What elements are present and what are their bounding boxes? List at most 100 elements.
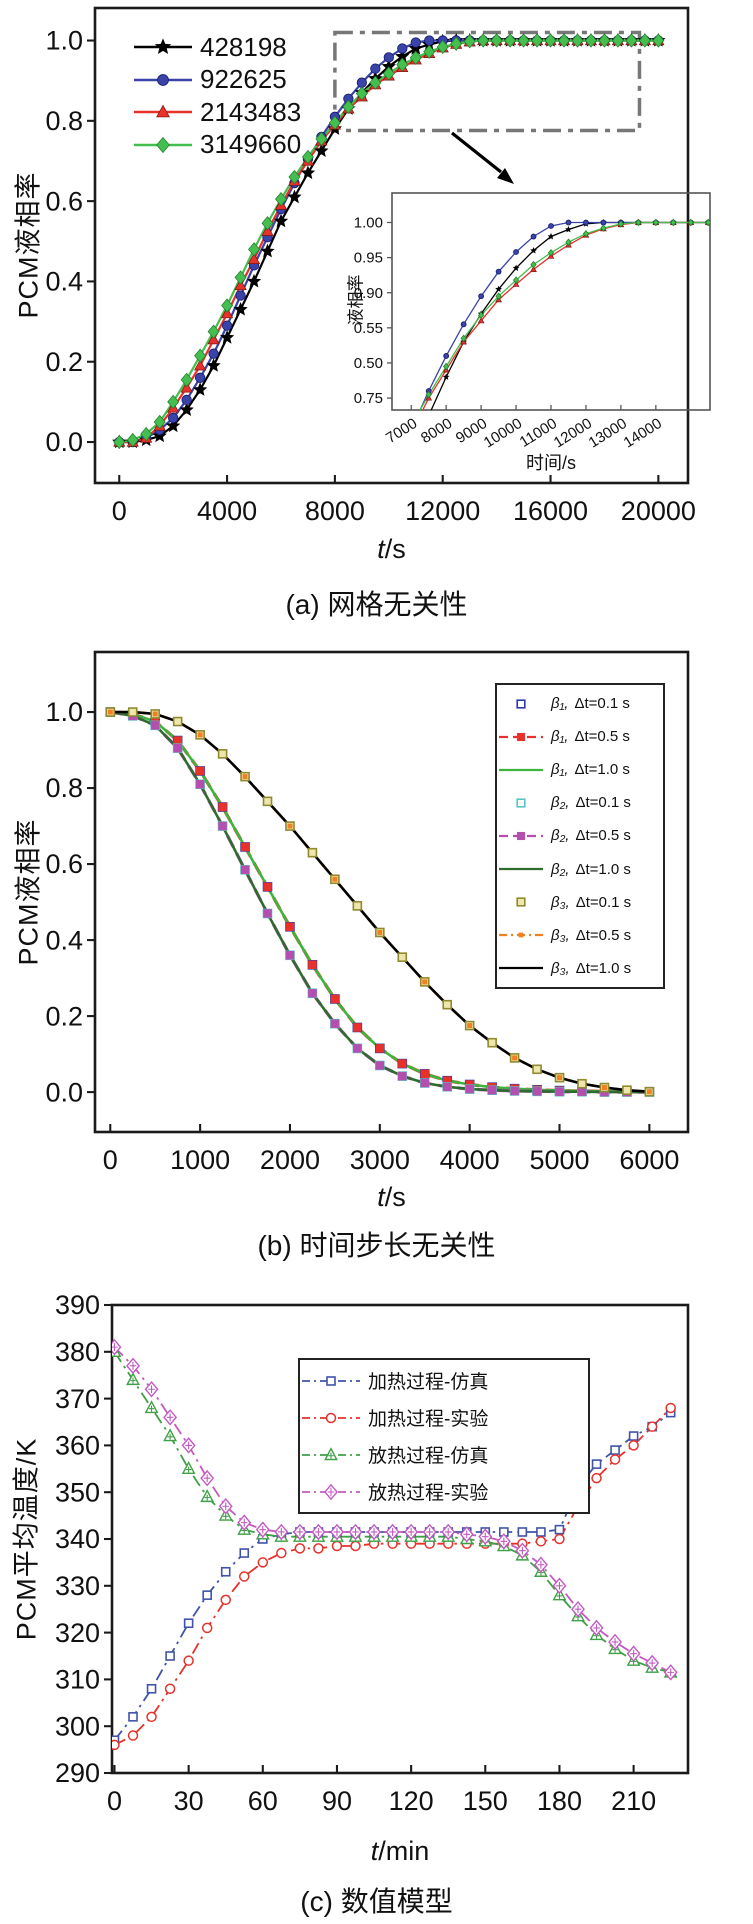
legend-label-dt: Δt=0.5 s <box>574 728 630 746</box>
svg-text:0.8: 0.8 <box>45 106 83 136</box>
legend-item: 922625 <box>132 64 301 95</box>
xlabel-chart-c: t/min <box>112 1836 688 1867</box>
svg-text:12000: 12000 <box>551 415 595 452</box>
series-markers-b <box>105 707 655 1097</box>
series-markers-a <box>112 33 666 450</box>
svg-text:60: 60 <box>248 1786 278 1816</box>
legend-item: β₂, Δt=0.5 s <box>497 825 663 847</box>
legend-label-dt: Δt=0.1 s <box>575 794 631 812</box>
legend-sample-tri_open_plus-icon <box>302 1446 360 1460</box>
series-markers-c <box>112 1338 678 1751</box>
svg-text:4000: 4000 <box>197 496 257 526</box>
axes-b: 0 1000 2000 3000 4000 5000 6000 0.0 0.2 0.4 0.6 0.8… <box>45 697 679 1175</box>
svg-text:0.0: 0.0 <box>45 427 83 457</box>
svg-text:310: 310 <box>55 1665 100 1695</box>
legend-label-dt: Δt=1.0 s <box>575 959 632 977</box>
svg-text:10000: 10000 <box>481 415 525 452</box>
svg-text:0.4: 0.4 <box>45 925 83 955</box>
svg-text:4000: 4000 <box>440 1145 500 1175</box>
legend-item: β₁, Δt=0.1 s <box>497 693 663 715</box>
legend-item: β₂, Δt=1.0 s <box>497 858 663 880</box>
legend-label-beta: β₃, <box>551 893 570 911</box>
legend-label-dt: Δt=0.1 s <box>575 893 632 911</box>
svg-text:20000: 20000 <box>621 496 696 526</box>
svg-text:180: 180 <box>537 1786 582 1816</box>
xlabel-c-unit: /min <box>378 1836 430 1866</box>
legend-label: 加热过程-实验 <box>368 1409 489 1430</box>
legend-label-dt: Δt=0.1 s <box>574 695 630 713</box>
svg-text:6000: 6000 <box>619 1145 679 1175</box>
svg-text:150: 150 <box>463 1786 508 1816</box>
legend-chart-b: β₁, Δt=0.1 s β₁, Δt=0.5 s β₁, Δt=1.0 s β₂, Δt=0… <box>495 683 665 989</box>
legend-sample-sq_open-icon <box>516 698 526 709</box>
legend-label-beta: β₁, <box>551 695 569 713</box>
svg-text:370: 370 <box>55 1384 100 1414</box>
legend-sample-sq_open-icon <box>516 798 526 808</box>
xlabel-a-symbol: t <box>377 534 385 564</box>
svg-text:0.4: 0.4 <box>45 267 83 297</box>
chart-b: 0 1000 2000 3000 4000 5000 6000 0.0 0.2 0.4 0.6 0.8… <box>45 650 690 1175</box>
legend-label-beta: β₃, <box>551 959 570 977</box>
legend-label-dt: Δt=0.5 s <box>575 827 631 845</box>
svg-text:5000: 5000 <box>529 1145 589 1175</box>
ylabel-chart-a: PCM液相率 <box>13 171 44 319</box>
svg-text:360: 360 <box>55 1431 100 1461</box>
legend-label: 428198 <box>200 31 287 62</box>
legend-sample-star-icon <box>134 38 192 55</box>
legend-item: β₁, Δt=1.0 s <box>497 759 663 781</box>
svg-text:7000: 7000 <box>383 415 420 447</box>
svg-text:0.75: 0.75 <box>354 390 383 407</box>
svg-text:300: 300 <box>55 1711 100 1741</box>
legend-sample-dia_open_plus-icon <box>302 1483 360 1500</box>
legend-label: 放热过程-实验 <box>368 1483 489 1504</box>
xlabel-b-unit: /s <box>384 1182 406 1212</box>
series-line-428198 <box>430 221 710 410</box>
legend-item: 3149660 <box>132 129 301 160</box>
svg-text:2000: 2000 <box>260 1145 320 1175</box>
legend-chart-a: 428198 922625 2143483 3149660 <box>132 31 301 161</box>
legend-label: 922625 <box>200 64 287 95</box>
ylabel-chart-b: PCM液相率 <box>13 818 44 966</box>
legend-label-dt: Δt=0.5 s <box>575 926 632 944</box>
xlabel-inset: 时间/s <box>525 453 576 473</box>
svg-text:0.0: 0.0 <box>45 1077 83 1107</box>
legend-sample-diamond-icon <box>134 136 192 153</box>
svg-text:0.6: 0.6 <box>45 849 83 879</box>
legend-sample-sq_open-icon <box>302 1375 360 1386</box>
ylabel-inset: 液相率 <box>346 274 366 326</box>
svg-text:0.2: 0.2 <box>45 1001 83 1031</box>
caption-a: (a) 网格无关性 <box>285 589 468 620</box>
svg-text:0: 0 <box>107 1786 122 1816</box>
svg-text:330: 330 <box>55 1571 100 1601</box>
legend-label-beta: β₃, <box>551 926 570 944</box>
svg-text:0.90: 0.90 <box>354 285 383 302</box>
legend-item: 放热过程-仿真 <box>300 1441 588 1468</box>
svg-text:0.95: 0.95 <box>354 250 383 267</box>
svg-text:1.0: 1.0 <box>45 697 83 727</box>
legend-label-beta: β₁, <box>551 761 569 779</box>
svg-text:0.50: 0.50 <box>354 355 383 372</box>
ylabel-chart-c: PCM平均温度/K <box>11 1437 42 1641</box>
svg-text:11000: 11000 <box>517 415 560 451</box>
svg-text:0.6: 0.6 <box>45 186 83 216</box>
svg-text:1000: 1000 <box>170 1145 230 1175</box>
xlabel-chart-b: t/s <box>95 1182 688 1213</box>
svg-text:8000: 8000 <box>418 415 455 447</box>
series-line-922625 <box>419 221 710 410</box>
legend-item: 加热过程-仿真 <box>300 1367 588 1394</box>
legend-item: 放热过程-实验 <box>300 1478 588 1505</box>
xlabel-chart-a: t/s <box>95 534 688 565</box>
xlabel-c-symbol: t <box>370 1836 379 1866</box>
series-lines-a-inset <box>419 221 710 410</box>
legend-label: 放热过程-仿真 <box>368 1446 489 1467</box>
legend-sample-sq_open-icon <box>516 897 526 907</box>
svg-text:120: 120 <box>389 1786 434 1816</box>
legend-item: β₂, Δt=0.1 s <box>497 792 663 814</box>
svg-text:3000: 3000 <box>350 1145 410 1175</box>
legend-item: β₃, Δt=0.5 s <box>497 924 663 946</box>
legend-item: β₁, Δt=0.5 s <box>497 726 663 748</box>
legend-sample-circle-icon <box>134 73 192 86</box>
axes-c: 0 30 60 90 120 150 180 210 290 300 310 320 330 340 350… <box>55 1290 656 1816</box>
legend-item: 加热过程-实验 <box>300 1404 588 1431</box>
svg-text:8000: 8000 <box>305 496 365 526</box>
